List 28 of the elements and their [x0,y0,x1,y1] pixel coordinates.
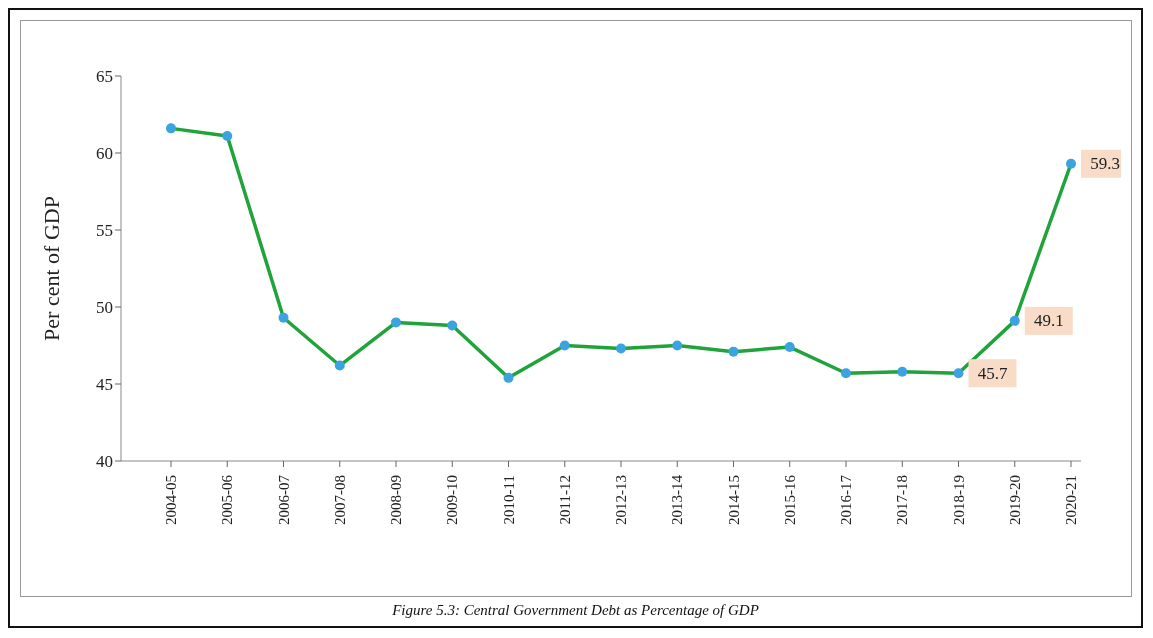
y-tick-label: 65 [96,67,113,87]
x-tick-label: 2015-16 [781,474,798,525]
y-tick-label: 45 [96,375,113,395]
y-tick-label: 40 [96,452,113,472]
x-tick-label: 2018-19 [950,475,967,525]
x-tick-label: 2010-11 [500,475,517,525]
text: Figure 5.3: Central Government Debt as Percentage of GDP [391,602,760,619]
x-tick-label: 2019-20 [1006,475,1023,525]
x-tick-label: 2006-07 [275,474,292,525]
y-axis-title: Per cent of GDP [38,196,64,341]
x-tick-label: 2014-15 [725,475,742,525]
x-tick-label: 2017-18 [894,475,911,525]
x-tick-label: 2012-13 [613,475,629,525]
data-label: 59.3 [1090,154,1120,174]
x-tick-label: 2007-08 [331,475,348,525]
x-tick-label: 2011-12 [556,475,573,525]
x-tick-label: 2008-09 [388,475,404,525]
data-label: 49.1 [1033,311,1064,331]
y-tick-label: 55 [96,221,113,241]
y-tick-label: 60 [96,144,113,164]
data-label: 45.7 [977,363,1008,383]
x-tick-label: 2016-17 [838,474,854,525]
x-tick-label: 2013-14 [669,474,686,525]
x-tick-label: 2004-05 [163,475,179,525]
x-tick-label: 2009-10 [444,475,461,525]
y-tick-label: 50 [96,298,113,318]
x-tick-label: 2020-21 [1063,475,1079,525]
x-tick-label: 2005-06 [219,474,236,525]
